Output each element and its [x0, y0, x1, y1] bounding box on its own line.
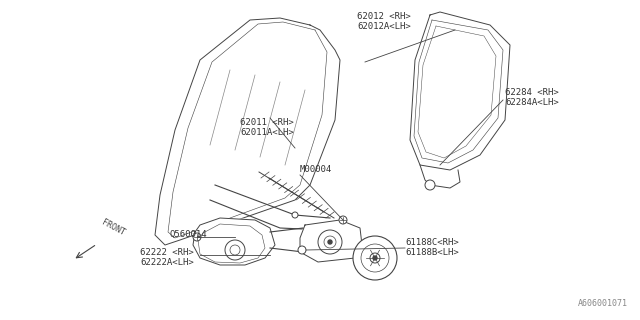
Circle shape	[339, 216, 347, 224]
Polygon shape	[193, 218, 275, 265]
Text: FRONT: FRONT	[100, 218, 126, 238]
Circle shape	[353, 236, 397, 280]
Text: 62011 <RH>
62011A<LH>: 62011 <RH> 62011A<LH>	[240, 118, 294, 137]
Circle shape	[225, 240, 245, 260]
Text: 62222 <RH>
62222A<LH>: 62222 <RH> 62222A<LH>	[140, 248, 194, 268]
Circle shape	[318, 230, 342, 254]
Circle shape	[373, 256, 377, 260]
Text: 61188C<RH>
61188B<LH>: 61188C<RH> 61188B<LH>	[405, 238, 459, 257]
Circle shape	[370, 253, 380, 263]
Circle shape	[328, 240, 332, 244]
Text: 62284 <RH>
62284A<LH>: 62284 <RH> 62284A<LH>	[505, 88, 559, 108]
Circle shape	[298, 246, 306, 254]
Circle shape	[230, 245, 240, 255]
Circle shape	[324, 236, 336, 248]
Circle shape	[361, 244, 389, 272]
Polygon shape	[300, 220, 362, 262]
Circle shape	[193, 233, 201, 241]
Text: 62012 <RH>
62012A<LH>: 62012 <RH> 62012A<LH>	[357, 12, 411, 31]
Circle shape	[425, 180, 435, 190]
Polygon shape	[410, 12, 510, 170]
Text: A606001071: A606001071	[578, 299, 628, 308]
Circle shape	[292, 212, 298, 218]
Text: Q560014: Q560014	[170, 230, 207, 239]
Text: M00004: M00004	[300, 165, 332, 174]
Polygon shape	[155, 18, 340, 245]
